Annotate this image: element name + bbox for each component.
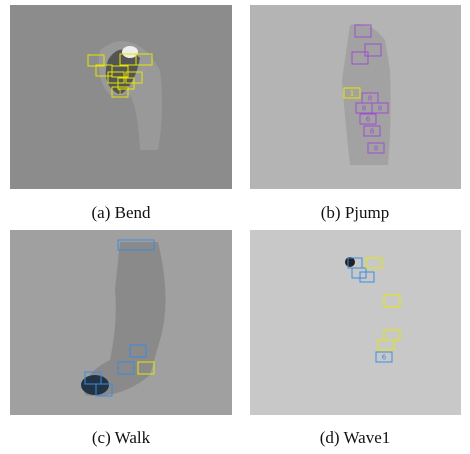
box-label: 6 bbox=[382, 354, 387, 362]
caption: (c) Walk bbox=[92, 428, 151, 447]
figure: (a) Bend1(b) Pjump1888688(c) Walk(d) Wav… bbox=[0, 0, 470, 454]
box-label: 8 bbox=[378, 105, 382, 113]
caption: (b) Pjump bbox=[321, 203, 389, 222]
caption: (a) Bend bbox=[91, 203, 151, 222]
box-label: 1 bbox=[350, 90, 354, 98]
box-label: 8 bbox=[368, 95, 372, 103]
caption: (d) Wave1 bbox=[320, 428, 391, 447]
box-label: 1 bbox=[118, 89, 122, 97]
box-label: 6 bbox=[366, 116, 371, 124]
box-label: 8 bbox=[374, 145, 378, 153]
box-label: 8 bbox=[362, 105, 366, 113]
box-label: 8 bbox=[370, 128, 374, 136]
